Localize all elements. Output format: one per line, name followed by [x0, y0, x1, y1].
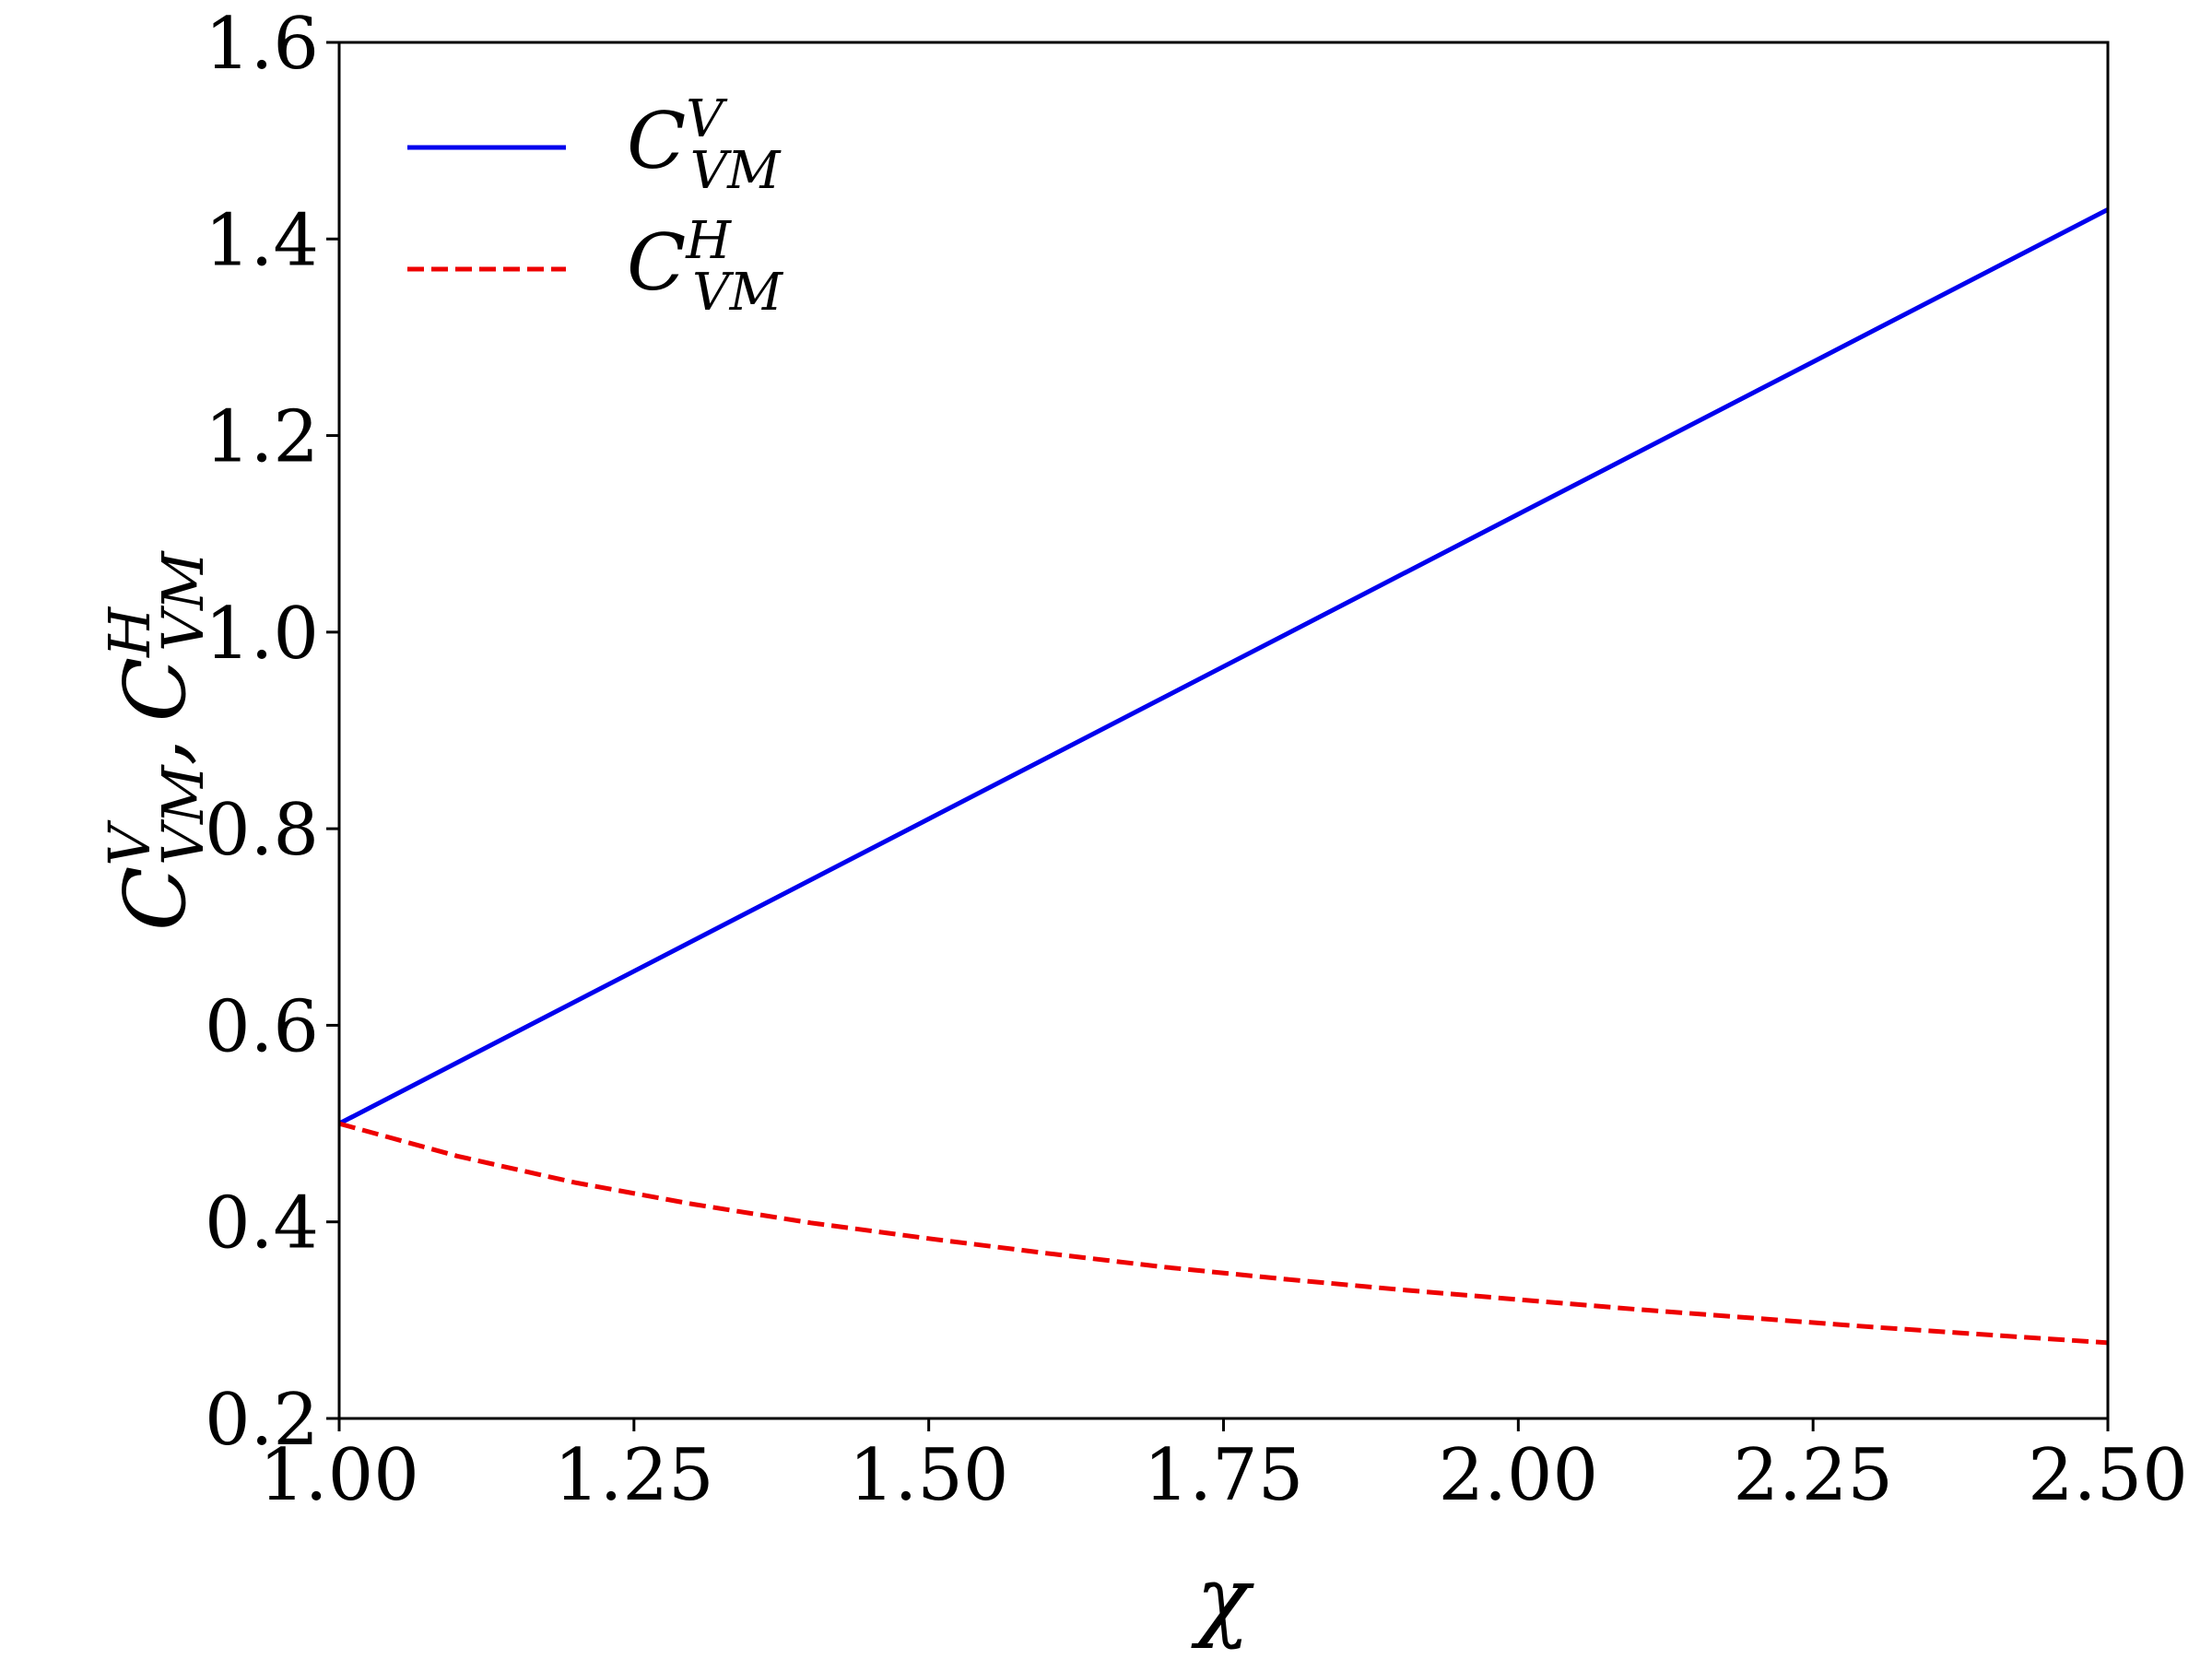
plot-area	[339, 42, 2108, 1418]
y-axis-title-sub-1: VM	[149, 764, 217, 865]
y-axis-title-separator: ,	[106, 738, 205, 765]
y-axis-title-sub-2: VM	[149, 550, 217, 652]
legend-label-1: CV VM	[627, 89, 782, 201]
x-tick-label: 1.75	[1144, 1434, 1304, 1517]
x-tick-label: 2.00	[1438, 1434, 1598, 1517]
plot-background	[339, 42, 2108, 1418]
y-tick-label: 1.2	[205, 396, 319, 479]
y-axis-title-symbol-2: C	[106, 657, 205, 722]
x-tick-label: 1.00	[259, 1434, 419, 1517]
x-axis-title: χ	[1191, 1547, 1254, 1651]
y-axis-title-symbol-1: C	[106, 866, 205, 931]
x-tick-label: 1.25	[554, 1434, 714, 1517]
y-axis-title-sup-2: H	[96, 606, 163, 658]
x-tick-label: 1.50	[849, 1434, 1009, 1517]
series-line-2	[338, 1121, 2109, 1346]
legend-label-2: CH VM	[627, 211, 784, 323]
y-axis-title: CVVM,CHVM	[96, 550, 217, 931]
y-tick-label: 1.6	[205, 3, 319, 86]
axes-layer: 1.00 1.25 1.50 1.75 2.00 2.25 2.50 0.2 0.4 0.6 0.8…	[205, 3, 2188, 1517]
series-line-1	[337, 207, 2110, 1126]
y-tick-label: 0.6	[205, 985, 319, 1068]
y-tick-label: 1.0	[205, 593, 319, 676]
svg-text:CVVM,CHVM: CVVM,CHVM	[96, 550, 217, 931]
y-tick-label: 0.8	[205, 789, 319, 872]
y-tick-label: 0.4	[205, 1182, 319, 1265]
y-tick-label: 1.4	[205, 199, 319, 282]
y-axis-title-sup-1: V	[96, 819, 163, 866]
x-tick-label: 2.25	[1733, 1434, 1893, 1517]
x-tick-label: 2.50	[2028, 1434, 2188, 1517]
series-layer	[337, 207, 2110, 1346]
y-tick-label: 0.2	[205, 1379, 319, 1462]
